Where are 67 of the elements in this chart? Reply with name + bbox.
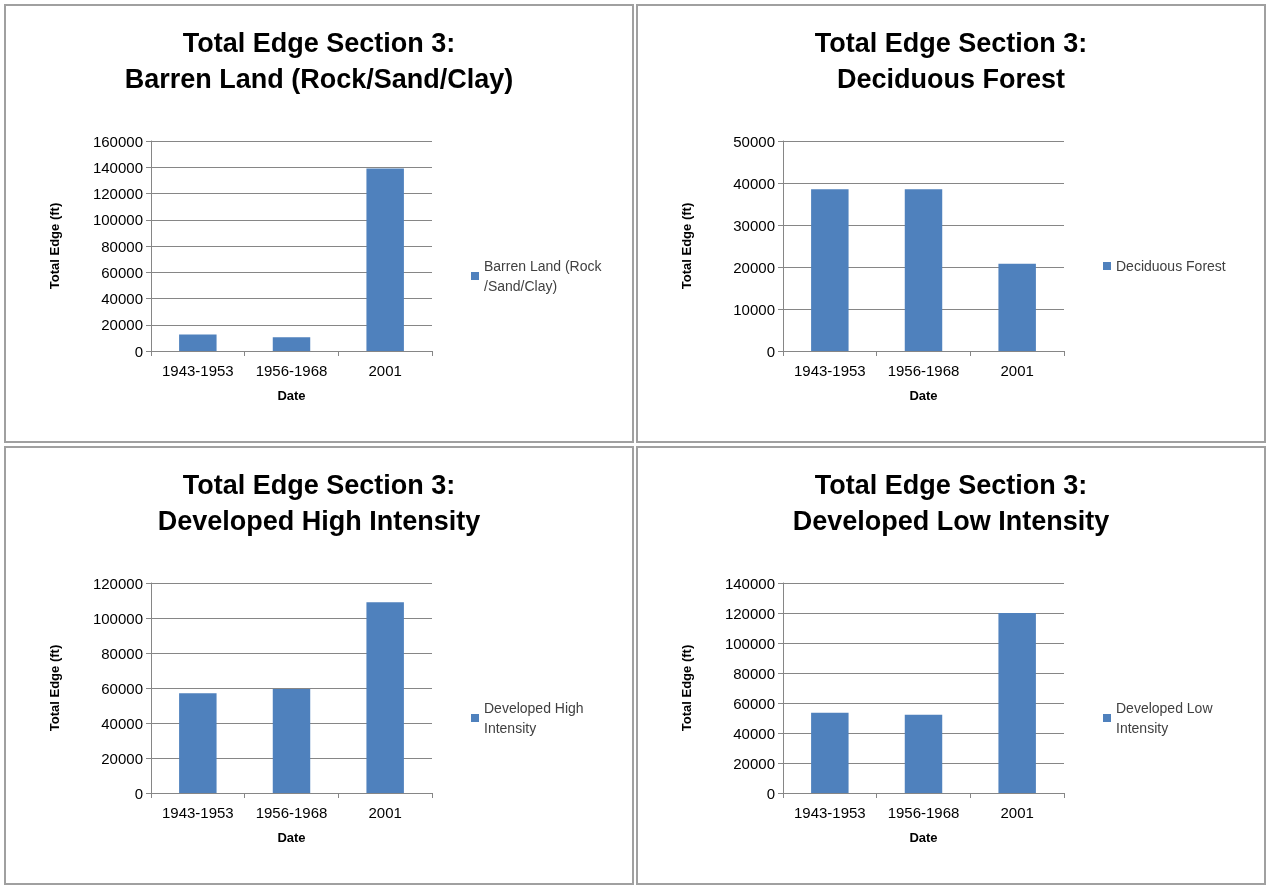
bar <box>272 688 311 793</box>
chart-title: Total Edge Section 3: Barren Land (Rock/Sand/Clay) <box>124 28 514 94</box>
y-tick-label: 30000 <box>733 216 775 234</box>
y-tick-label: 20000 <box>733 754 775 772</box>
bar <box>998 613 1036 793</box>
y-tick-label: 50000 <box>733 132 775 150</box>
y-tick-label: 40000 <box>733 724 775 742</box>
bar <box>179 693 217 793</box>
x-tick-label: 1943-1953 <box>161 804 234 821</box>
x-axis-title: Date <box>277 388 306 403</box>
bar <box>811 712 849 793</box>
bar <box>179 334 217 351</box>
y-tick-label: 140000 <box>92 158 143 176</box>
y-axis-title: Total Edge (ft) <box>47 644 62 732</box>
y-tick-label: 80000 <box>101 237 143 255</box>
x-tick-label: 2001 <box>368 362 402 379</box>
legend-label: Developed High Intensity <box>484 700 588 736</box>
y-tick-label: 120000 <box>92 574 143 592</box>
x-axis-title: Date <box>277 830 306 845</box>
y-tick-label: 60000 <box>101 263 143 281</box>
y-tick-label: 20000 <box>101 316 143 334</box>
chart-title: Total Edge Section 3: Deciduous Forest <box>814 28 1088 94</box>
x-tick-label: 1956-1968 <box>887 804 960 821</box>
y-tick-label: 40000 <box>101 714 143 732</box>
y-tick-label: 20000 <box>101 749 143 767</box>
legend-label: Developed Low Intensity <box>1116 700 1217 736</box>
y-tick-label: 80000 <box>101 644 143 662</box>
y-tick-label: 100000 <box>92 609 143 627</box>
x-tick-label: 2001 <box>368 804 402 821</box>
y-axis-title: Total Edge (ft) <box>679 202 694 290</box>
y-tick-label: 140000 <box>724 574 775 592</box>
y-axis-title: Total Edge (ft) <box>47 202 62 290</box>
x-tick-label: 2001 <box>1000 804 1034 821</box>
bar <box>904 714 943 793</box>
y-tick-label: 0 <box>134 342 143 360</box>
x-tick-label: 2001 <box>1000 362 1034 379</box>
x-tick-label: 1956-1968 <box>255 804 328 821</box>
y-tick-label: 40000 <box>733 174 775 192</box>
y-tick-label: 0 <box>134 784 143 802</box>
y-tick-label: 120000 <box>724 604 775 622</box>
y-tick-label: 60000 <box>101 679 143 697</box>
y-tick-label: 40000 <box>101 290 143 307</box>
x-axis-title: Date <box>909 830 938 845</box>
chart-title: Total Edge Section 3: Developed High Intensity <box>157 470 481 536</box>
legend-label: Barren Land (Rock/Sand/Clay) <box>484 258 603 294</box>
y-tick-label: 0 <box>766 342 775 360</box>
y-tick-label: 100000 <box>724 634 775 652</box>
x-tick-label: 1956-1968 <box>255 362 328 379</box>
y-axis-title: Total Edge (ft) <box>679 644 694 732</box>
x-tick-label: 1956-1968 <box>887 362 960 379</box>
bar <box>272 337 311 351</box>
x-tick-label: 1943-1953 <box>793 804 866 821</box>
chart-title: Total Edge Section 3: Developed Low Intensity <box>792 470 1110 536</box>
y-tick-label: 100000 <box>92 211 143 229</box>
y-tick-label: 80000 <box>733 664 775 682</box>
y-tick-label: 60000 <box>733 694 775 712</box>
bar <box>366 602 404 793</box>
y-tick-label: 120000 <box>92 185 143 202</box>
x-axis-title: Date <box>909 388 938 403</box>
y-tick-label: 20000 <box>733 258 775 276</box>
legend-label: Deciduous Forest <box>1116 258 1226 274</box>
y-tick-label: 10000 <box>733 300 775 318</box>
y-tick-label: 160000 <box>92 132 143 150</box>
y-tick-label: 0 <box>766 784 775 802</box>
x-tick-label: 1943-1953 <box>161 362 234 379</box>
x-tick-label: 1943-1953 <box>793 362 866 379</box>
bar <box>366 168 404 351</box>
